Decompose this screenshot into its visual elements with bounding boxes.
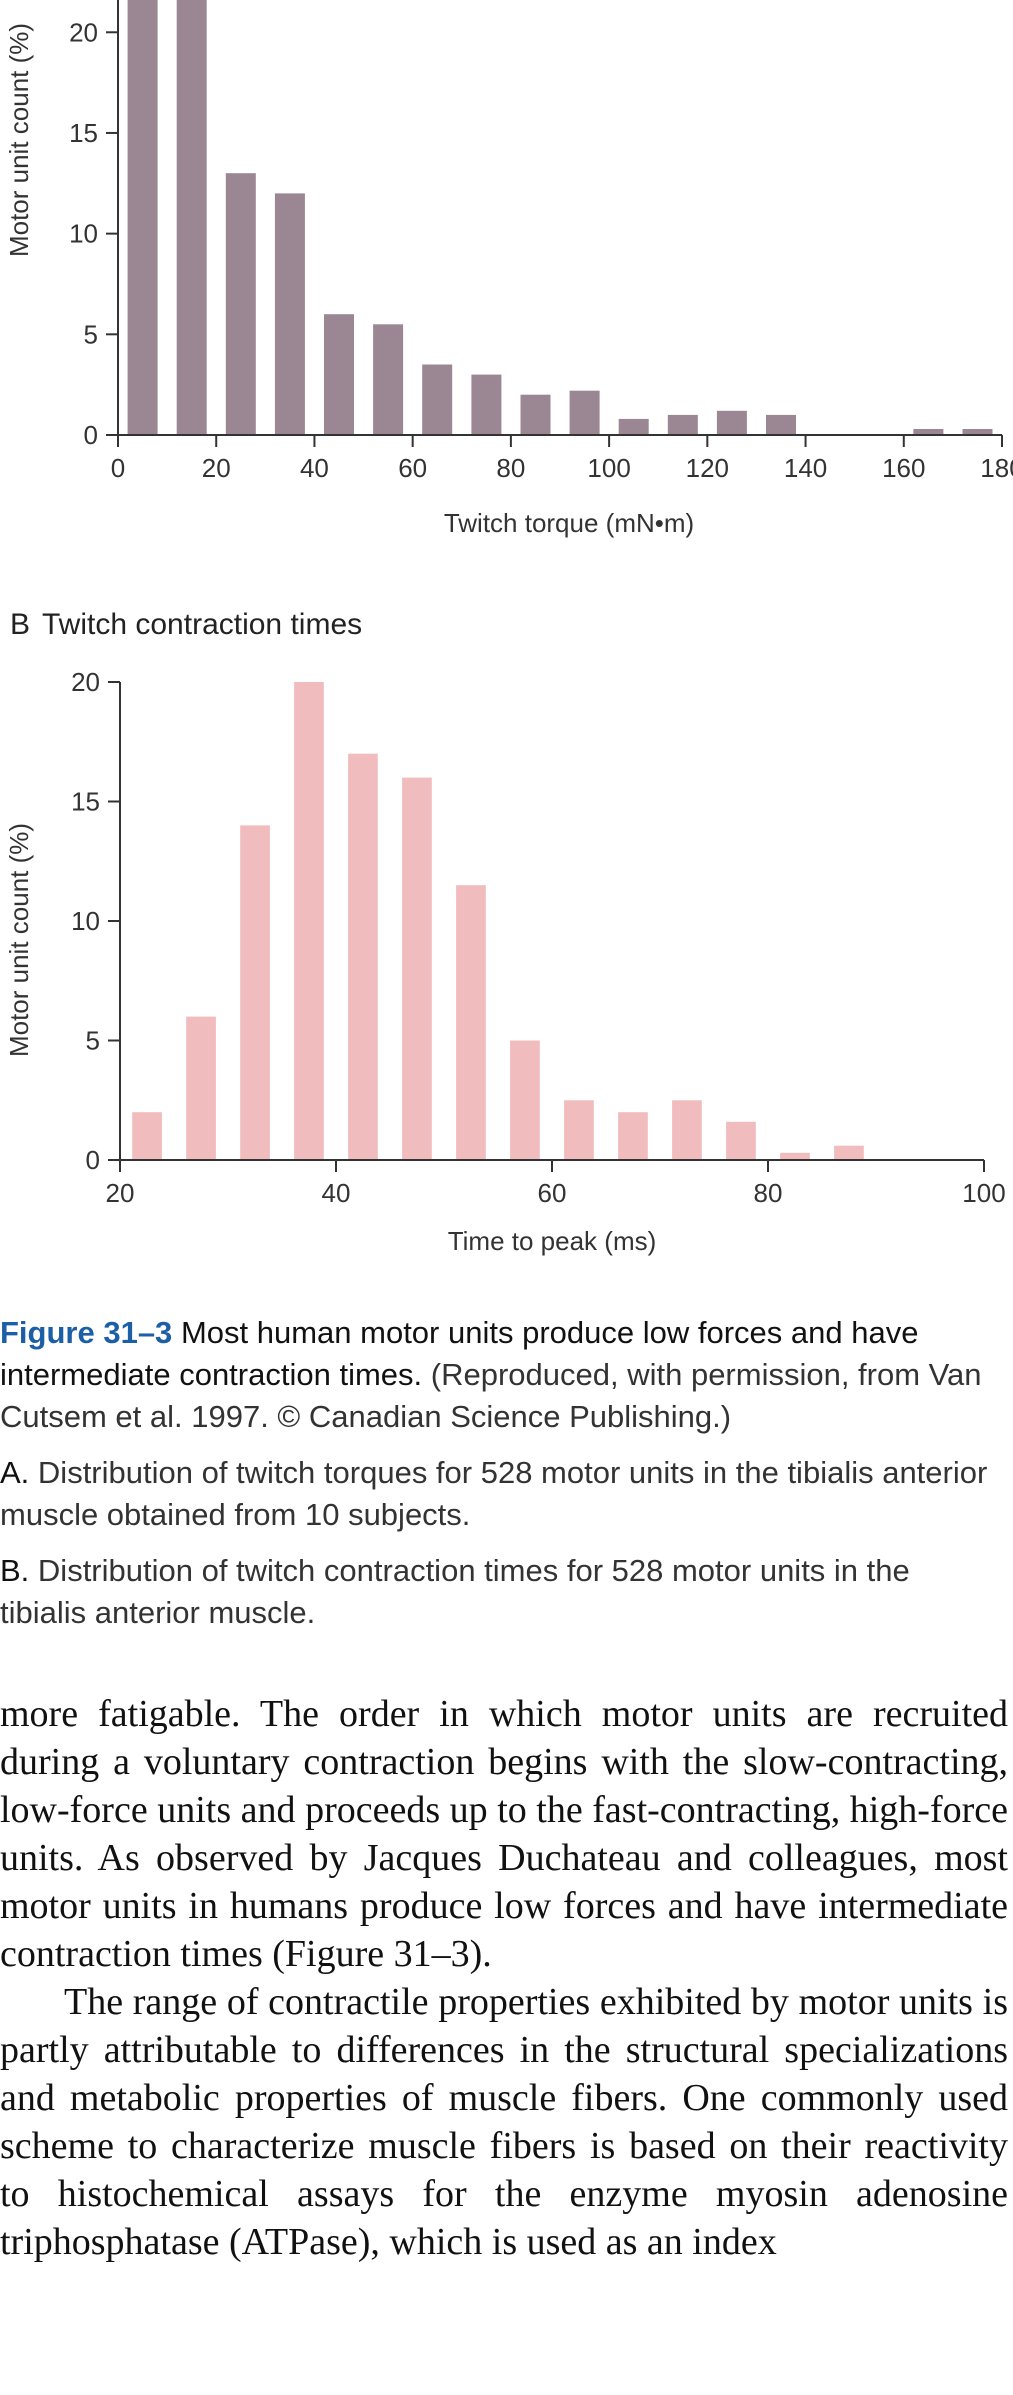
- chartB-xtick-label-4: 100: [962, 1178, 1005, 1208]
- part-a-text: Distribution of twitch torques for 528 m…: [0, 1455, 988, 1532]
- chartB-panel-letter: B: [10, 608, 30, 641]
- chartA-bar-1: [176, 0, 207, 435]
- chartA-bar-6: [422, 364, 453, 435]
- chartA-xtick-label-8: 160: [882, 453, 925, 483]
- caption-part-a: A. Distribution of twitch torques for 52…: [0, 1452, 1000, 1536]
- chartA-ylabel: Motor unit count (%): [4, 23, 34, 257]
- chartB-bar-12: [780, 1152, 810, 1160]
- chartA-bar-10: [618, 418, 649, 435]
- chartB-bar-7: [510, 1040, 540, 1160]
- chartA-bar-5: [373, 324, 404, 436]
- contraction-time-chart: B Twitch contraction times 0 5 10 15 20 20 40 60…: [4, 608, 1006, 1256]
- chartA-xtick-label-9: 180: [980, 453, 1013, 483]
- caption-part-b: B. Distribution of twitch contraction ti…: [0, 1550, 1000, 1634]
- chartA-ytick-label-4: 20: [69, 17, 98, 47]
- chartA-bar-7: [471, 374, 502, 435]
- body-paragraph-1: more fatigable. The order in which motor…: [0, 1693, 1008, 1975]
- chartA-bars: [127, 0, 993, 436]
- chartA-axes: 0 5 10 15 20 0 20 40 60 80 100 120 140 160 180: [69, 0, 1013, 483]
- chartA-bar-3: [274, 193, 305, 435]
- chartA-xtick-label-4: 80: [496, 453, 525, 483]
- chartA-ytick-label-3: 15: [69, 118, 98, 148]
- chartA-bar-4: [324, 314, 354, 435]
- chartA-bar-12: [716, 410, 747, 435]
- chartB-bar-3: [294, 682, 324, 1160]
- chartB-title-text: Twitch contraction times: [42, 608, 362, 641]
- chartB-bar-1: [186, 1016, 216, 1160]
- body-paragraph-2: The range of contractile properties exhi…: [0, 1981, 1008, 2263]
- chartA-xtick-label-1: 20: [202, 453, 231, 483]
- chartB-bar-8: [564, 1100, 594, 1161]
- chartB-bar-4: [348, 753, 378, 1160]
- chartB-xtick-label-2: 60: [538, 1178, 567, 1208]
- figure-credit: (Reproduced, with permission, from Van C…: [0, 1357, 982, 1434]
- chartA-bar-13: [766, 414, 796, 435]
- part-b-text: Distribution of twitch contraction times…: [0, 1553, 910, 1630]
- chartA-xtick-label-2: 40: [300, 453, 329, 483]
- figure-label: Figure 31–3: [0, 1315, 173, 1350]
- chartB-bars: [132, 682, 864, 1161]
- chartA-xtick-label-0: 0: [111, 453, 125, 483]
- chartA-bar-17: [962, 429, 993, 435]
- chartA-bar-2: [225, 173, 256, 435]
- chartB-ytick-label-3: 15: [71, 787, 100, 817]
- chartB-xlabel: Time to peak (ms): [448, 1226, 657, 1256]
- chartA-xlabel: Twitch torque (mN•m): [444, 508, 694, 538]
- chartB-ytick-label-0: 0: [86, 1145, 100, 1175]
- chartB-bar-13: [834, 1145, 864, 1160]
- chartA-bar-9: [569, 390, 600, 435]
- part-b-letter: B.: [0, 1553, 30, 1588]
- chartB-bar-5: [402, 777, 432, 1160]
- chartA-xtick-label-5: 100: [587, 453, 630, 483]
- chartA-ytick-label-1: 5: [84, 319, 98, 349]
- chartB-bar-6: [456, 885, 486, 1160]
- chartB-ylabel: Motor unit count (%): [4, 823, 34, 1057]
- chartA-bar-16: [913, 429, 944, 435]
- chartB-title: B Twitch contraction times: [10, 608, 362, 641]
- chartB-ytick-label-2: 10: [71, 906, 100, 936]
- chartA-bar-8: [520, 394, 551, 435]
- chartA-ytick-label-0: 0: [84, 420, 98, 450]
- chartB-bar-9: [618, 1112, 648, 1160]
- chartB-bar-0: [132, 1112, 162, 1160]
- chartB-ytick-label-4: 20: [71, 667, 100, 697]
- chartB-axes: 0 5 10 15 20 20 40 60 80 100: [71, 667, 1006, 1208]
- chartA-xtick-label-6: 120: [686, 453, 729, 483]
- chartB-xtick-label-0: 20: [106, 1178, 135, 1208]
- chartB-ytick-label-1: 5: [86, 1026, 100, 1056]
- caption-main: Figure 31–3 Most human motor units produ…: [0, 1312, 1000, 1438]
- chartB-bar-2: [240, 825, 270, 1160]
- twitch-torque-chart: 0 5 10 15 20 0 20 40 60 80 100 120 140 160 180 Motor u…: [4, 0, 1013, 538]
- chartB-xtick-label-3: 80: [754, 1178, 783, 1208]
- chartA-xtick-label-3: 60: [398, 453, 427, 483]
- chartB-bar-10: [672, 1100, 702, 1161]
- chartA-bar-11: [667, 414, 698, 435]
- chartA-xtick-label-7: 140: [784, 453, 827, 483]
- chartB-xtick-label-1: 40: [322, 1178, 351, 1208]
- body-text: more fatigable. The order in which motor…: [0, 1690, 1008, 2266]
- chartB-bar-11: [726, 1121, 756, 1160]
- part-a-letter: A.: [0, 1455, 30, 1490]
- chartA-ytick-label-2: 10: [69, 219, 98, 249]
- figure-caption: Figure 31–3 Most human motor units produ…: [0, 1312, 1000, 1634]
- chartA-bar-0: [127, 0, 158, 435]
- figure-title: Most human motor units produce low force…: [0, 1315, 919, 1392]
